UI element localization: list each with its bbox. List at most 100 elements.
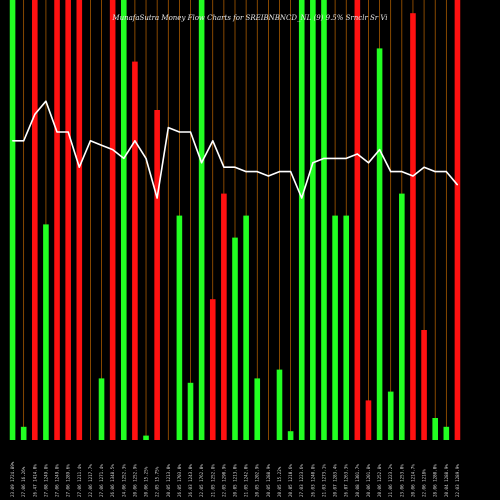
x-tick-label: 21.03 1273.1% <box>321 464 326 497</box>
x-tick-label: 27.03 1223.6% <box>299 464 304 497</box>
price-point <box>78 166 80 168</box>
x-tick-label: 22.03 1289.9% <box>455 464 460 497</box>
price-point <box>267 175 269 177</box>
flow-bar <box>154 110 160 440</box>
price-point <box>23 140 25 142</box>
tick-layer: 23.09 1724.89% 27.06 16.26% 26.47 1414.0% 2… <box>10 461 460 497</box>
price-point <box>312 162 314 164</box>
x-tick-label: 20.05 1202.9% <box>255 464 260 497</box>
price-point <box>401 171 403 173</box>
x-tick-label: 27.08 1249.8% <box>43 464 48 497</box>
x-tick-label: 20.06 15.25% <box>144 466 149 497</box>
flow-bar <box>43 224 49 440</box>
flow-bar <box>387 391 394 440</box>
price-point <box>145 157 147 159</box>
x-tick-label: 26.47 1414.0% <box>32 464 37 497</box>
price-point <box>245 171 247 173</box>
price-point <box>334 157 336 159</box>
flow-bar <box>187 382 194 440</box>
price-point <box>45 100 47 102</box>
bar-layer <box>9 0 461 441</box>
price-point <box>445 171 447 173</box>
flow-bar <box>310 0 316 440</box>
price-point <box>256 171 258 173</box>
price-point <box>134 140 136 142</box>
x-tick-label: 22.05 1290.9% <box>221 464 226 497</box>
price-point <box>278 171 281 173</box>
x-tick-label: 22.06 1217.7% <box>88 464 93 497</box>
x-tick-label: 20.06 1214.7% <box>410 464 415 497</box>
x-tick-label: 27.06 1271.4% <box>99 464 104 497</box>
price-point <box>212 140 214 142</box>
chart-title: MunafaSutra Money Flow Charts for SREIBN… <box>111 14 387 22</box>
x-tick-label: 20.05 1210.6% <box>288 464 293 497</box>
x-tick-label: 28.06 1280.0% <box>433 464 438 497</box>
flow-bar <box>198 0 205 440</box>
price-point <box>100 144 103 146</box>
flow-bar <box>354 0 361 440</box>
price-point <box>201 162 203 164</box>
flow-bar <box>32 0 38 440</box>
x-tick-label: 21.05 1252.8% <box>210 464 215 497</box>
price-point <box>290 171 292 173</box>
price-point <box>156 197 158 199</box>
flow-bar <box>9 0 16 440</box>
price-point <box>11 140 14 142</box>
x-tick-label: 23.06 1253.0% <box>399 464 404 497</box>
price-point <box>223 166 225 168</box>
flow-bar <box>399 193 405 440</box>
price-point <box>412 175 414 177</box>
price-point <box>56 131 58 133</box>
x-tick-label: 23.09 1724.89% <box>10 461 15 497</box>
x-tick-label: 24.06 1252.3% <box>121 464 126 497</box>
x-tick-label: 20.07 1283.4% <box>333 464 338 497</box>
flow-bar <box>120 0 127 440</box>
flow-bar <box>454 0 461 440</box>
line-layer <box>11 100 459 199</box>
price-point <box>367 162 370 164</box>
x-tick-label: 26.03 1243.0% <box>188 464 193 497</box>
price-point <box>89 140 92 142</box>
x-tick-label: 26.06 1348.5% <box>110 464 115 497</box>
price-point <box>178 131 180 133</box>
flow-bar <box>376 48 383 441</box>
flow-bar <box>20 426 27 440</box>
flow-bar <box>365 400 372 440</box>
price-point <box>356 153 358 155</box>
flow-bar <box>321 0 327 440</box>
price-point <box>345 157 347 159</box>
flow-bar <box>76 0 83 440</box>
x-tick-label: 27.06 1289.6% <box>66 464 71 497</box>
x-tick-label: 20.06 1201.8% <box>366 464 371 497</box>
flow-bar <box>287 431 294 440</box>
flow-bar <box>343 215 350 440</box>
flow-bar <box>132 61 138 440</box>
flow-bar <box>443 426 450 440</box>
flow-bar <box>243 215 249 440</box>
x-tick-label: 20.05 15.22% <box>277 466 282 497</box>
flow-bar <box>298 0 305 440</box>
x-tick-label: 20.06 1252.9% <box>132 464 137 497</box>
x-tick-label: 21.06 1223.2% <box>388 464 393 497</box>
price-point <box>378 149 381 151</box>
flow-bar <box>254 378 261 440</box>
flow-bar <box>432 418 438 440</box>
x-tick-label: 22.05 1762.0% <box>199 464 204 497</box>
x-tick-label: 20.05 1213.0% <box>233 464 238 497</box>
x-tick-label: 20.06 1252.8% <box>377 464 382 497</box>
price-point <box>34 113 36 115</box>
price-point <box>189 131 192 133</box>
flow-bar <box>410 13 416 440</box>
price-point <box>323 157 325 159</box>
flow-bar <box>176 215 183 440</box>
x-tick-label: 21.05 1242.0% <box>244 464 249 497</box>
flow-bar <box>221 193 227 440</box>
x-tick-label: 26.05 1703.0% <box>177 464 182 497</box>
flow-bar <box>209 299 216 440</box>
x-tick-label: 20.08 1301.7% <box>355 464 360 497</box>
x-tick-label: 22.05 15.75% <box>155 466 160 497</box>
flow-bar <box>143 435 149 440</box>
x-tick-label: 26.07 1263.3% <box>344 464 349 497</box>
